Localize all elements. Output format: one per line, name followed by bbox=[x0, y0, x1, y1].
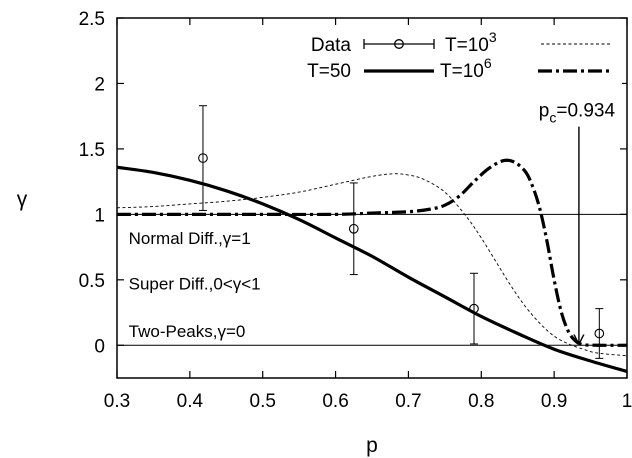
legend-label-t50: T=50 bbox=[307, 61, 351, 82]
annotation-super-diff: Super Diff.,0<γ<1 bbox=[129, 275, 261, 294]
x-tick-label: 0.8 bbox=[468, 391, 494, 412]
data-marker bbox=[198, 153, 208, 163]
data-marker bbox=[594, 328, 605, 339]
y-axis-label: γ bbox=[17, 188, 28, 211]
plot-frame bbox=[116, 17, 628, 379]
x-tick-label: 0.7 bbox=[395, 391, 421, 412]
x-tick-label: 0.5 bbox=[250, 391, 276, 412]
data-marker bbox=[469, 303, 479, 314]
series-line-3 bbox=[117, 158, 627, 347]
x-tick-label: 0.9 bbox=[541, 391, 567, 412]
region-annotations: Normal Diff.,γ=1 Super Diff.,0<γ<1 Two-P… bbox=[129, 229, 261, 341]
x-tick-label: 0.4 bbox=[177, 391, 204, 412]
x-tick-label: 0.3 bbox=[104, 391, 130, 412]
legend-sample-data bbox=[363, 39, 435, 49]
series-layer bbox=[117, 158, 627, 373]
x-axis-label: p bbox=[366, 434, 378, 457]
x-tick-label: 0.6 bbox=[322, 391, 348, 412]
data-point bbox=[594, 308, 605, 359]
legend-label-data: Data bbox=[311, 35, 352, 56]
y-tick-label: 1.5 bbox=[79, 140, 105, 161]
series-line-2 bbox=[117, 165, 627, 373]
legend-label-t1e6: T=106 bbox=[440, 55, 492, 82]
legend-label-t1e3: T=103 bbox=[445, 29, 497, 56]
annotation-two-peaks: Two-Peaks,γ=0 bbox=[129, 322, 246, 341]
data-point bbox=[198, 105, 208, 211]
data-marker bbox=[348, 223, 359, 234]
y-axis-ticks: 0 0.5 1 1.5 2 2.5 bbox=[79, 9, 627, 357]
y-tick-label: 2.5 bbox=[79, 9, 105, 30]
annotation-normal-diff: Normal Diff.,γ=1 bbox=[129, 229, 251, 248]
y-tick-label: 1 bbox=[94, 205, 105, 226]
legend: Data T=103 T=50 T=106 bbox=[296, 26, 622, 84]
y-tick-label: 0.5 bbox=[79, 271, 105, 292]
y-tick-label: 0 bbox=[94, 336, 105, 357]
x-axis-ticks: 0.3 0.4 0.5 0.6 0.7 0.8 0.9 1 bbox=[104, 18, 632, 412]
y-tick-label: 2 bbox=[94, 74, 105, 95]
data-point bbox=[348, 182, 359, 276]
x-tick-label: 1 bbox=[622, 391, 632, 412]
data-point bbox=[469, 272, 479, 345]
pc-label: pc=0.934 bbox=[539, 101, 616, 126]
legend-bg bbox=[296, 26, 622, 84]
pc-annotation: pc=0.934 bbox=[539, 101, 616, 344]
data-points-layer bbox=[198, 105, 605, 359]
